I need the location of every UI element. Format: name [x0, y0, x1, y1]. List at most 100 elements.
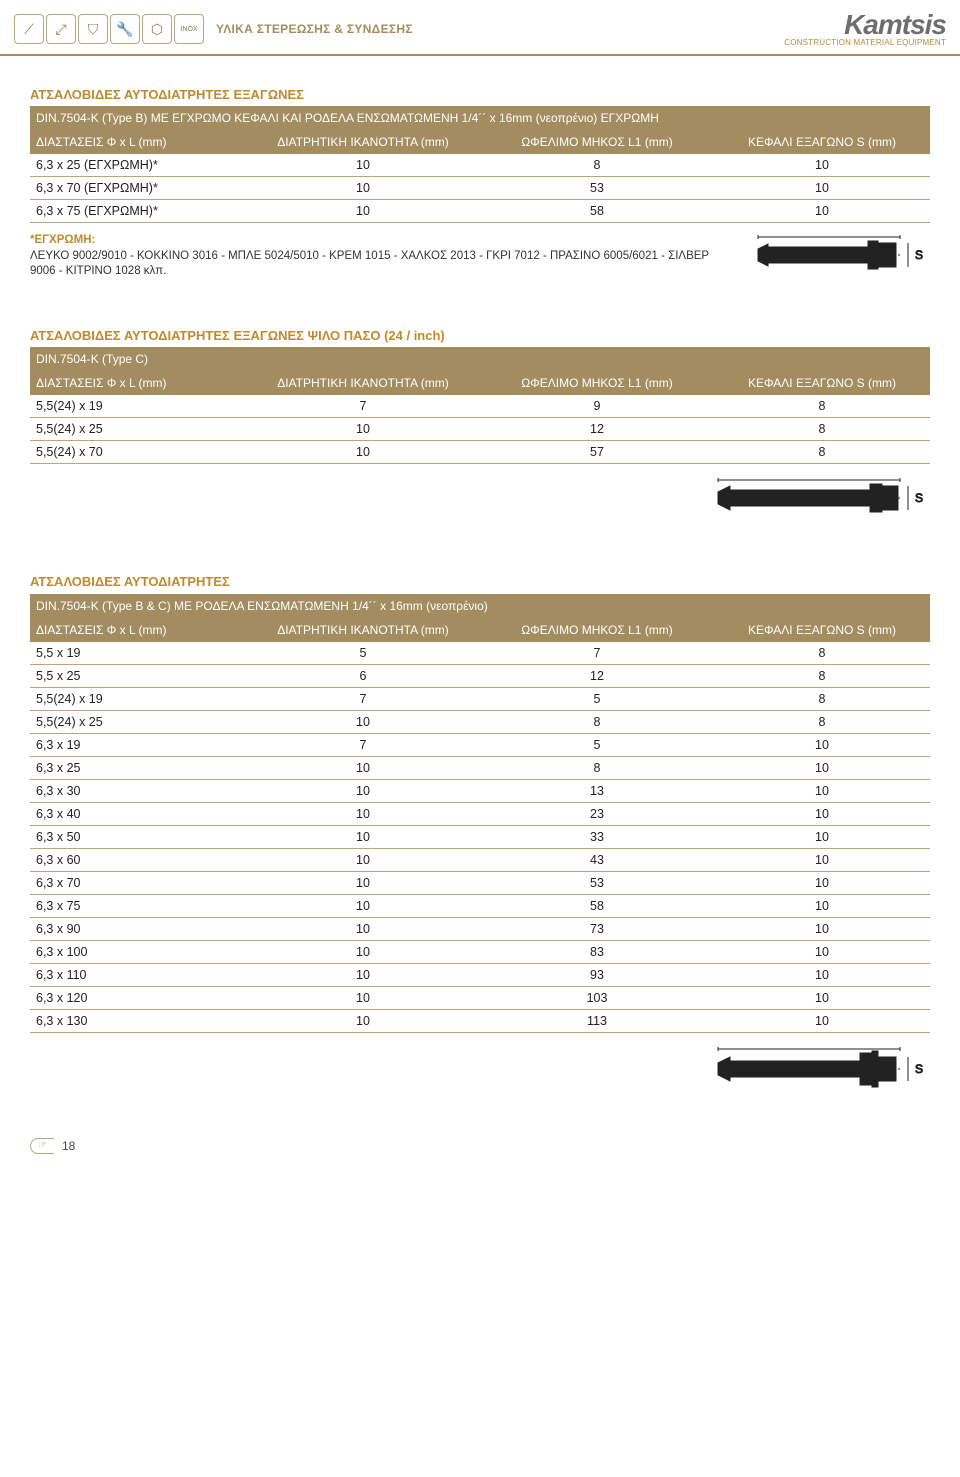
table-cell: 6,3 x 130 [30, 1009, 246, 1032]
section-2-title-b: DIN.7504-K (Type C) [30, 347, 930, 371]
table-cell: 10 [714, 917, 930, 940]
table-cell: 6,3 x 90 [30, 917, 246, 940]
table-cell: 6,3 x 60 [30, 848, 246, 871]
section-3-title: ΑΤΣΑΛΟΒΙΔΕΣ ΑΥΤΟΔΙΑΤΡΗΤΕΣ [30, 573, 930, 591]
table-cell: 10 [246, 963, 480, 986]
table-header-row: DIN.7504-K (Type C) [30, 347, 930, 371]
table-cell: 5 [246, 642, 480, 665]
nut-icon: ⬡ [142, 14, 172, 44]
table-cell: 9 [480, 395, 714, 418]
table-cell: 10 [246, 871, 480, 894]
section-1-title-a: ΑΤΣΑΛΟΒΙΔΕΣ ΑΥΤΟΔΙΑΤΡΗΤΕΣ ΕΞΑΓΩΝΕΣ [30, 86, 930, 104]
table-cell: 93 [480, 963, 714, 986]
svg-text:S: S [915, 1062, 923, 1076]
table-cell: 6,3 x 50 [30, 825, 246, 848]
table-row: 6,3 x 2510810 [30, 756, 930, 779]
table-cell: 10 [714, 177, 930, 200]
brand-name: Kamtsis [784, 11, 946, 39]
section-3-title-a: ΑΤΣΑΛΟΒΙΔΕΣ ΑΥΤΟΔΙΑΤΡΗΤΕΣ [30, 573, 930, 591]
table-cell: 10 [714, 733, 930, 756]
table-cell: 10 [714, 825, 930, 848]
table-cell: 6,3 x 70 [30, 871, 246, 894]
section-3-title-b: DIN.7504-K (Type B & C) ΜΕ ΡΟΔΕΛΑ ΕΝΣΩΜΑ… [30, 594, 930, 618]
footnote-body: ΛΕΥΚΟ 9002/9010 - ΚΟΚΚΙΝΟ 3016 - ΜΠΛΕ 50… [30, 250, 709, 278]
wrench-icon: 🔧 [110, 14, 140, 44]
table-row: 5,5 x 19578 [30, 642, 930, 665]
table-cell: 10 [246, 710, 480, 733]
col-length: ΩΦΕΛΙΜΟ ΜΗΚΟΣ L1 (mm) [480, 618, 714, 642]
header-left: ⟋ ⤢ ⛉ 🔧 ⬡ INOX ΥΛΙΚΑ ΣΤΕΡΕΩΣΗΣ & ΣΥΝΔΕΣΗ… [14, 14, 413, 44]
table-cell: 10 [246, 418, 480, 441]
table-cell: 6,3 x 75 [30, 894, 246, 917]
table-row: 6,3 x 50103310 [30, 825, 930, 848]
table-2: DIN.7504-K (Type C) ΔΙΑΣΤΑΣΕΙΣ Φ x L (mm… [30, 347, 930, 464]
table-cell: 10 [714, 894, 930, 917]
table-3: DIN.7504-K (Type B & C) ΜΕ ΡΟΔΕΛΑ ΕΝΣΩΜΑ… [30, 594, 930, 1033]
table-cell: 6 [246, 664, 480, 687]
nail-icon: ⤢ [46, 14, 76, 44]
table-cell: 10 [714, 940, 930, 963]
col-head: ΚΕΦΑΛΙ ΕΞΑΓΩΝΟ S (mm) [714, 371, 930, 395]
table-cell: 7 [480, 642, 714, 665]
table-cell: 8 [714, 395, 930, 418]
table-cell: 10 [246, 802, 480, 825]
table-cell: 73 [480, 917, 714, 940]
table-cell: 6,3 x 70 (ΕΓΧΡΩΜΗ)* [30, 177, 246, 200]
table-cell: 23 [480, 802, 714, 825]
header-icon-strip: ⟋ ⤢ ⛉ 🔧 ⬡ INOX [14, 14, 204, 44]
table-row: 6,3 x 70105310 [30, 871, 930, 894]
table-cell: 8 [480, 710, 714, 733]
table-row: 5,5(24) x 2510128 [30, 418, 930, 441]
section-2: ΑΤΣΑΛΟΒΙΔΕΣ ΑΥΤΟΔΙΑΤΡΗΤΕΣ ΕΞΑΓΩΝΕΣ ΨΙΛΟ … [30, 327, 930, 527]
table-1-body: 6,3 x 25 (ΕΓΧΡΩΜΗ)*108106,3 x 70 (ΕΓΧΡΩΜ… [30, 154, 930, 223]
table-cell: 10 [714, 802, 930, 825]
table-cell: 10 [246, 779, 480, 802]
table-cell: 10 [246, 441, 480, 464]
brand-logo: Kamtsis CONSTRUCTION MATERIAL EQUIPMENT [784, 11, 946, 47]
section-2-title: ΑΤΣΑΛΟΒΙΔΕΣ ΑΥΤΟΔΙΑΤΡΗΤΕΣ ΕΞΑΓΩΝΕΣ ΨΙΛΟ … [30, 327, 930, 345]
col-dimensions: ΔΙΑΣΤΑΣΕΙΣ Φ x L (mm) [30, 371, 246, 395]
table-cell: 10 [246, 917, 480, 940]
table-header-row: DIN.7504-K (Type B & C) ΜΕ ΡΟΔΕΛΑ ΕΝΣΩΜΑ… [30, 594, 930, 618]
table-cell: 7 [246, 395, 480, 418]
table-cell: 10 [246, 756, 480, 779]
table-cell: 8 [714, 441, 930, 464]
section-1: ΑΤΣΑΛΟΒΙΔΕΣ ΑΥΤΟΔΙΑΤΡΗΤΕΣ ΕΞΑΓΩΝΕΣ DIN.7… [30, 86, 930, 281]
col-capacity: ΔΙΑΤΡΗΤΙΚΗ ΙΚΑΝΟΤΗΤΑ (mm) [246, 130, 480, 154]
table-cell: 6,3 x 40 [30, 802, 246, 825]
table-row: 5,5(24) x 19798 [30, 395, 930, 418]
table-row: 6,3 x 70 (ΕΓΧΡΩΜΗ)*105310 [30, 177, 930, 200]
table-header-row: DIN.7504-K (Type B) ΜΕ ΕΓΧΡΩΜΟ ΚΕΦΑΛΙ ΚΑ… [30, 106, 930, 130]
table-cell: 5,5(24) x 25 [30, 710, 246, 733]
table-row: 6,3 x 60104310 [30, 848, 930, 871]
table-cell: 6,3 x 25 (ΕΓΧΡΩΜΗ)* [30, 154, 246, 177]
table-cell: 10 [246, 825, 480, 848]
table-row: 6,3 x 75 (ΕΓΧΡΩΜΗ)*105810 [30, 200, 930, 223]
table-cell: 10 [714, 871, 930, 894]
table-cell: 5 [480, 733, 714, 756]
table-cell: 5,5(24) x 19 [30, 687, 246, 710]
table-cell: 10 [246, 848, 480, 871]
table-cell: 10 [246, 1009, 480, 1032]
table-cell: 10 [714, 848, 930, 871]
section-3: ΑΤΣΑΛΟΒΙΔΕΣ ΑΥΤΟΔΙΑΤΡΗΤΕΣ DIN.7504-K (Ty… [30, 573, 930, 1099]
table-row: 6,3 x 1301011310 [30, 1009, 930, 1032]
table-row: 6,3 x 110109310 [30, 963, 930, 986]
table-cell: 8 [480, 154, 714, 177]
table-cell: 8 [714, 687, 930, 710]
brand-subtitle: CONSTRUCTION MATERIAL EQUIPMENT [784, 39, 946, 47]
table-cell: 33 [480, 825, 714, 848]
table-cell: 5,5 x 19 [30, 642, 246, 665]
section-1-title-b: DIN.7504-K (Type B) ΜΕ ΕΓΧΡΩΜΟ ΚΕΦΑΛΙ ΚΑ… [30, 106, 930, 130]
table-cell: 8 [714, 642, 930, 665]
screw-diagram-icon: S [710, 1041, 930, 1097]
table-cell: 10 [714, 963, 930, 986]
table-3-body: 5,5 x 195785,5 x 2561285,5(24) x 197585,… [30, 642, 930, 1033]
table-row: 5,5(24) x 7010578 [30, 441, 930, 464]
table-cell: 12 [480, 418, 714, 441]
section-1-title: ΑΤΣΑΛΟΒΙΔΕΣ ΑΥΤΟΔΙΑΤΡΗΤΕΣ ΕΞΑΓΩΝΕΣ [30, 86, 930, 104]
screw-icon: ⟋ [14, 14, 44, 44]
table-row: 6,3 x 100108310 [30, 940, 930, 963]
table-cell: 53 [480, 871, 714, 894]
table-row: 6,3 x 75105810 [30, 894, 930, 917]
